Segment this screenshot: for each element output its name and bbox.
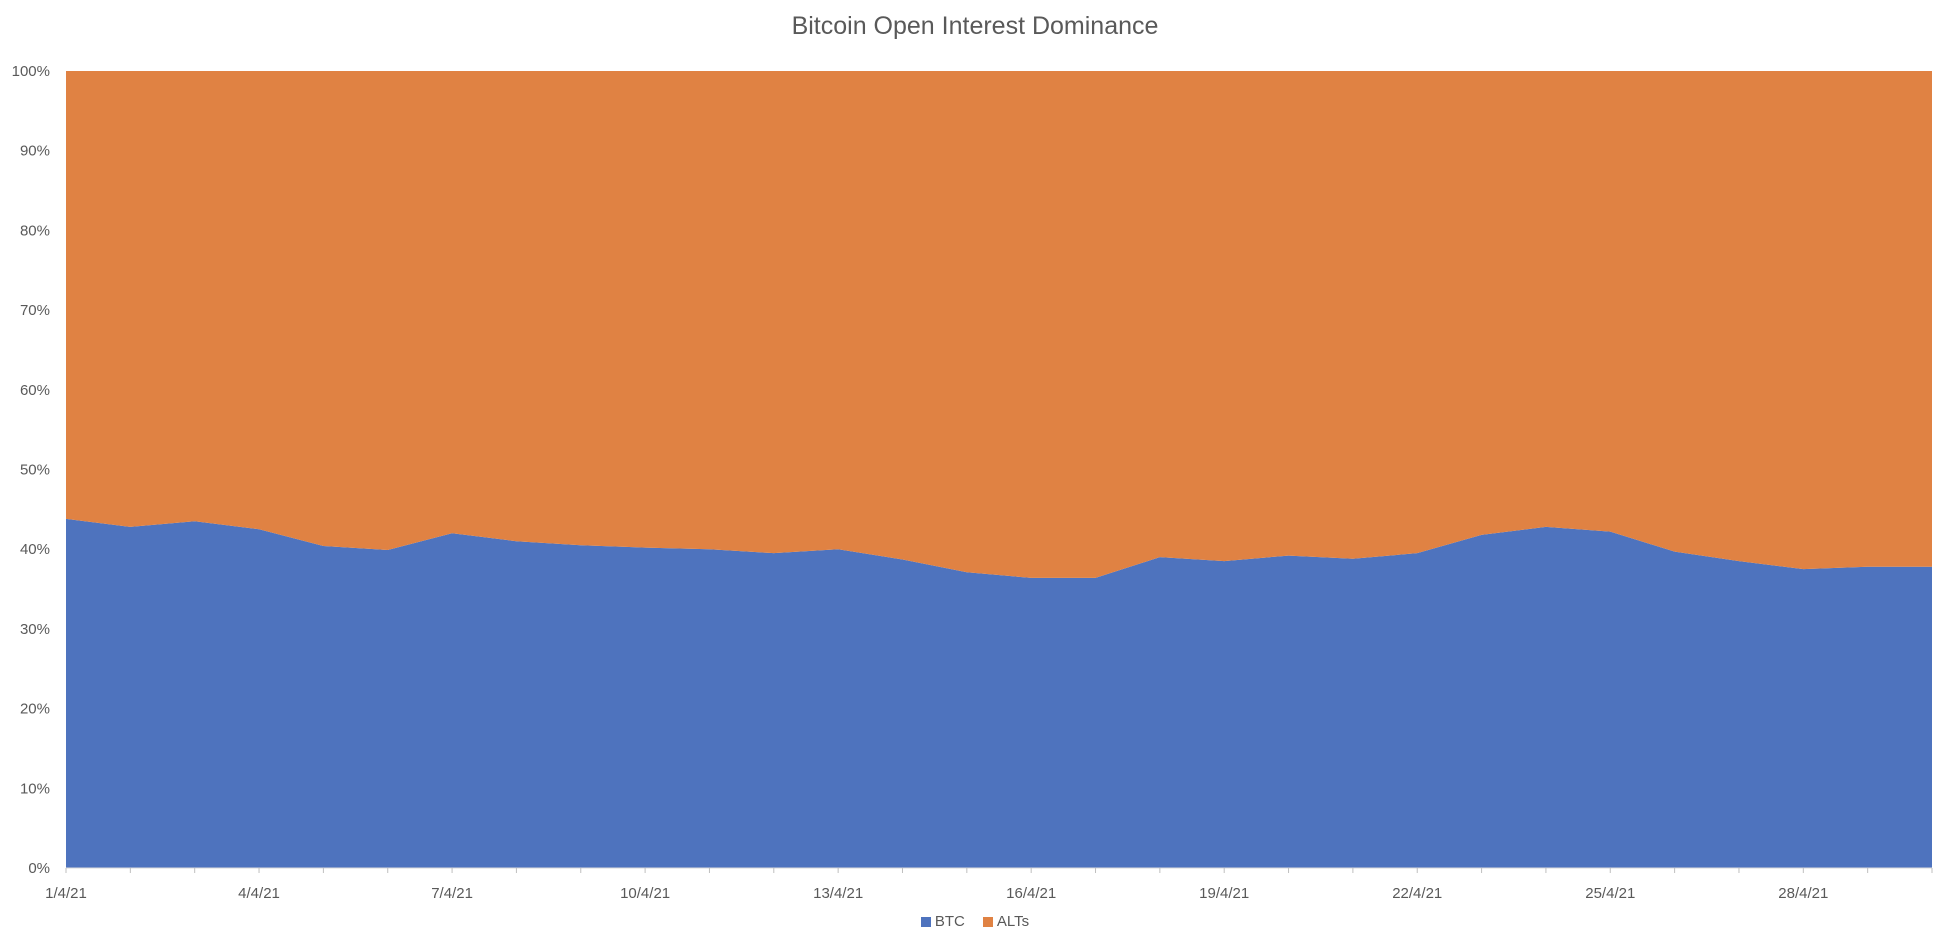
legend-label-alts: ALTs [996,913,1030,930]
legend-item-btc: BTC [920,913,965,930]
x-tick-label: 4/4/21 [238,885,280,902]
x-tick-label: 28/4/21 [1778,885,1828,902]
legend-swatch-alts [982,916,993,927]
y-tick-label: 40% [20,541,50,558]
y-tick-label: 100% [12,63,50,80]
x-tick-label: 19/4/21 [1199,885,1249,902]
y-axis-ticks: 0% 10% 20% 30% 40% 50% 60% 70% 80% 90% 100% [12,63,50,877]
area-btc [66,518,1932,868]
x-axis-ticks: 1/4/21 4/4/21 7/4/21 10/4/21 13/4/21 16/4/21 1… [45,868,1933,902]
chart-title: Bitcoin Open Interest Dominance [791,12,1159,40]
x-tick-label: 13/4/21 [813,885,863,902]
y-tick-label: 80% [20,222,50,239]
y-tick-label: 0% [28,860,50,877]
legend: BTC ALTs [0,913,1950,930]
y-tick-label: 60% [20,382,50,399]
y-tick-label: 50% [20,462,50,479]
y-tick-label: 70% [20,302,50,319]
y-tick-label: 30% [20,621,50,638]
x-tick-label: 7/4/21 [431,885,473,902]
x-tick-label: 16/4/21 [1006,885,1056,902]
legend-swatch-btc [920,916,931,927]
x-tick-label: 10/4/21 [620,885,670,902]
x-tick-label: 22/4/21 [1392,885,1442,902]
y-tick-label: 20% [20,701,50,718]
y-tick-label: 90% [20,143,50,160]
legend-item-alts: ALTs [982,913,1030,930]
y-tick-label: 10% [20,780,50,797]
series-areas [66,71,1932,868]
x-tick-label: 1/4/21 [45,885,87,902]
x-tick-label: 25/4/21 [1585,885,1635,902]
legend-label-btc: BTC [934,913,965,930]
area-alts [66,71,1932,578]
